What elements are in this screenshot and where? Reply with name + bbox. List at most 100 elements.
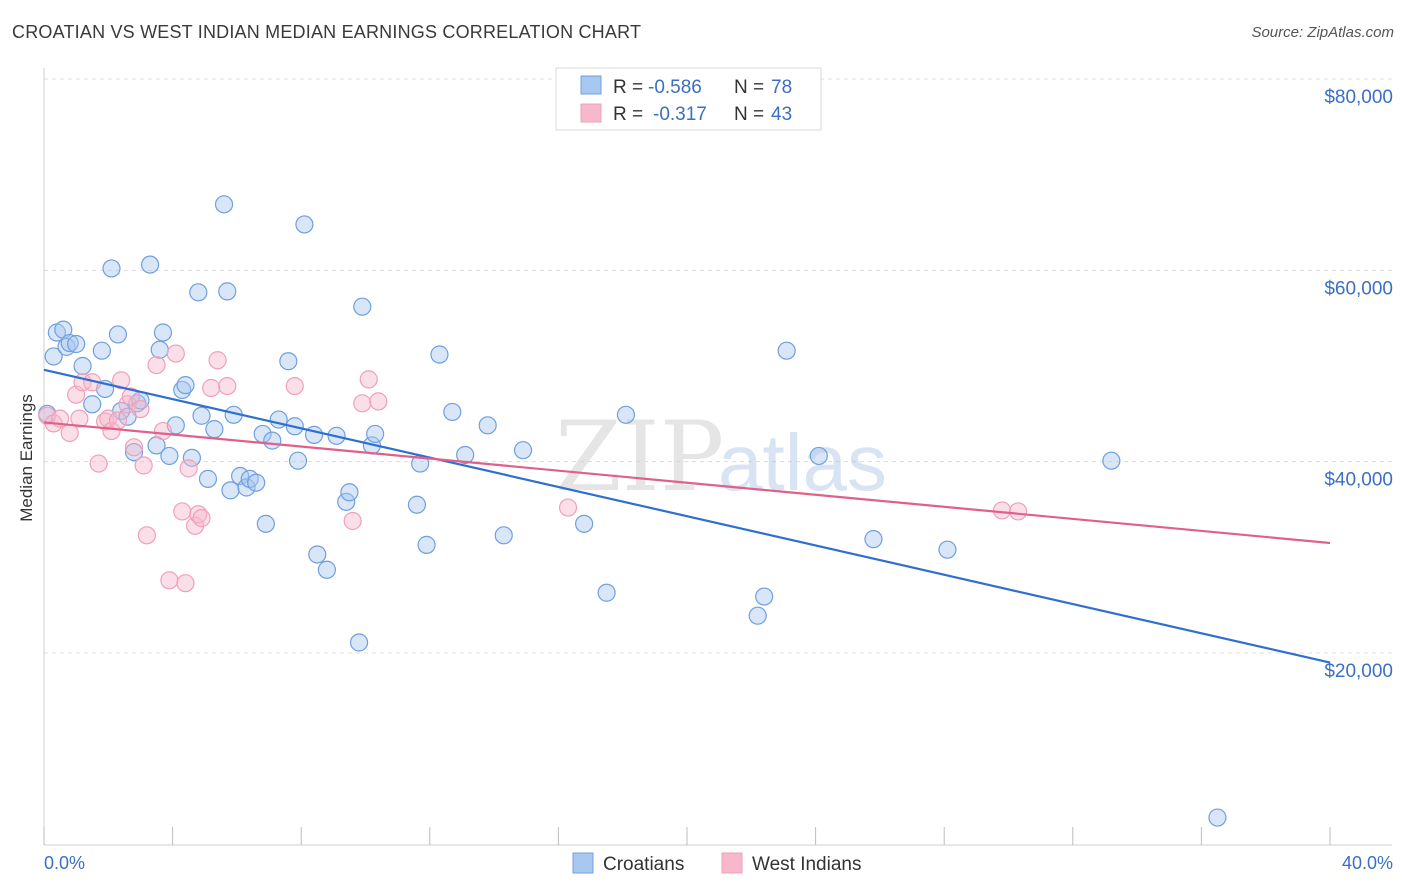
croatian-point-62 — [456, 445, 475, 465]
x-tick-labels: 0.0% 40.0% — [44, 853, 1393, 873]
croatian-point-31 — [214, 195, 234, 214]
west-indian-point-9 — [95, 412, 115, 431]
croatian-point-75 — [1102, 451, 1121, 470]
west-indian-point-30 — [202, 378, 221, 398]
croatian-point-54 — [353, 297, 372, 316]
croatian-point-59 — [417, 535, 436, 554]
legend-r-label-west-indians: R = — [613, 104, 643, 125]
croatian-point-28 — [192, 406, 211, 425]
west-indian-point-38 — [558, 498, 578, 517]
west-indian-point-5 — [70, 409, 89, 428]
y-tick-label-2: $60,000 — [1324, 278, 1393, 299]
croatian-point-1 — [44, 347, 63, 366]
legend: R = -0.586 N = 78 R = -0.317 N = 43 — [555, 67, 822, 131]
croatian-point-76 — [1208, 808, 1227, 827]
west-indian-point-3 — [60, 423, 79, 443]
west-indian-point-39 — [992, 501, 1012, 520]
west-indian-point-33 — [285, 376, 304, 396]
croatian-point-11 — [102, 259, 121, 278]
croatian-point-65 — [513, 441, 533, 460]
croatian-point-66 — [575, 514, 594, 533]
y-tick-labels: $20,000 $40,000 $60,000 $80,000 — [1324, 87, 1393, 682]
west-indian-point-31 — [208, 351, 227, 370]
west-indian-point-16 — [124, 438, 144, 457]
croatian-point-67 — [597, 583, 616, 602]
west-indian-point-29 — [192, 509, 211, 528]
croatian-point-15 — [124, 443, 144, 462]
croatian-point-32 — [218, 282, 237, 301]
west-indian-point-19 — [137, 526, 156, 545]
trend-lines — [43, 368, 1331, 664]
chart-source: Source: ZipAtlas.com — [1251, 24, 1394, 41]
legend-n-label-croatians: N = — [734, 77, 764, 98]
croatian-point-8 — [83, 395, 102, 414]
axes — [43, 68, 1392, 846]
croatian-point-68 — [616, 405, 636, 424]
chart-title: CROATIAN VS WEST INDIAN MEDIAN EARNINGS … — [12, 22, 642, 42]
y-axis-title: Median Earnings — [17, 394, 36, 522]
watermark-zip: ZIP — [555, 401, 724, 513]
bottom-legend-swatch-croatians — [572, 852, 594, 874]
bottom-legend-swatch-west-indians — [721, 852, 743, 874]
croatian-point-73 — [864, 530, 883, 549]
croatian-point-29 — [198, 469, 218, 488]
west-indian-point-12 — [108, 411, 128, 430]
croatian-point-40 — [256, 514, 275, 533]
west-indian-point-26 — [179, 459, 198, 478]
croatian-point-9 — [92, 341, 111, 360]
legend-n-label-west-indians: N = — [734, 104, 764, 125]
west-indian-point-22 — [160, 571, 179, 590]
legend-r-value-croatians: -0.586 — [648, 77, 702, 98]
croatian-point-74 — [938, 540, 957, 559]
croatian-point-53 — [349, 633, 369, 652]
legend-swatch-west-indians — [580, 103, 602, 123]
croatian-point-64 — [494, 526, 513, 545]
croatian-point-21 — [153, 323, 173, 342]
croatian-point-63 — [478, 416, 497, 435]
y-tick-label-1: $40,000 — [1324, 470, 1393, 491]
west-indian-point-20 — [147, 355, 166, 375]
croatian-point-25 — [176, 376, 195, 395]
croatian-point-26 — [182, 448, 201, 467]
legend-swatch-croatians — [580, 75, 602, 95]
croatian-point-70 — [755, 587, 774, 606]
croatian-point-51 — [337, 492, 356, 511]
legend-n-value-croatians: 78 — [771, 77, 792, 98]
croatian-point-33 — [221, 481, 240, 500]
croatian-point-56 — [366, 424, 385, 444]
west-indian-point-34 — [343, 511, 362, 531]
legend-r-label-croatians: R = — [613, 77, 643, 98]
bottom-legend-croatians: Croatians — [603, 854, 684, 875]
west-indian-point-25 — [176, 574, 195, 593]
croatian-point-16 — [128, 394, 147, 413]
bottom-legend: Croatians West Indians — [572, 852, 861, 875]
croatian-point-61 — [443, 402, 462, 422]
croatian-point-20 — [150, 340, 169, 359]
croatian-point-22 — [160, 446, 179, 466]
west-indian-point-11 — [102, 421, 121, 441]
croatian-point-72 — [809, 446, 828, 466]
legend-n-value-west-indians: 43 — [771, 104, 792, 125]
croatian-point-45 — [288, 451, 308, 470]
west-indian-point-15 — [121, 387, 140, 406]
croatian-point-49 — [317, 560, 337, 579]
west-indian-point-8 — [89, 454, 108, 473]
croatian-point-30 — [205, 420, 224, 439]
data-points — [38, 195, 1227, 827]
west-indian-point-21 — [153, 421, 173, 441]
croatian-point-6 — [67, 334, 86, 354]
west-indian-point-24 — [173, 502, 192, 521]
grid-lines — [44, 78, 1392, 654]
croatian-point-57 — [407, 495, 427, 514]
croatian-trend-line — [43, 368, 1331, 664]
y-tick-label-3: $80,000 — [1324, 87, 1393, 108]
x-tick-label-1: 40.0% — [1342, 853, 1393, 873]
west-indian-point-35 — [353, 394, 372, 413]
watermark-atlas: atlas — [718, 418, 887, 507]
west-indian-point-13 — [112, 371, 131, 390]
croatian-point-38 — [247, 473, 266, 492]
croatian-point-43 — [279, 352, 298, 371]
west-indian-point-36 — [359, 370, 378, 389]
west-indian-point-18 — [134, 456, 153, 475]
